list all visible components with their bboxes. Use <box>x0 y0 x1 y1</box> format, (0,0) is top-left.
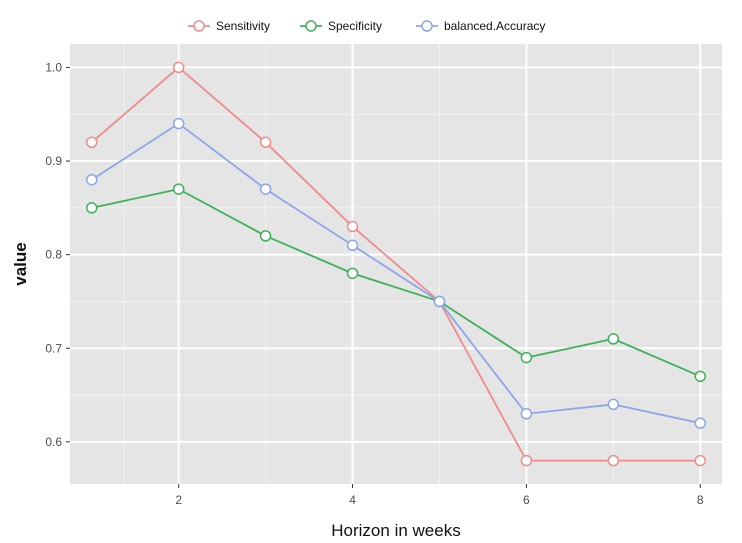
data-point-specificity <box>172 183 185 195</box>
data-point-sensitivity <box>346 220 359 233</box>
x-axis-title: Horizon in weeks <box>331 521 460 540</box>
x-tick-label: 4 <box>349 493 356 507</box>
x-tick-label: 2 <box>175 493 182 507</box>
legend-key-point <box>421 20 433 32</box>
data-point-balanced-accuracy <box>433 295 446 308</box>
legend-label: Specificity <box>328 19 382 33</box>
data-point-balanced-accuracy <box>172 117 185 130</box>
major-gridlines <box>70 44 722 484</box>
y-tick-label: 0.9 <box>45 154 62 168</box>
series-line-specificity <box>91 188 701 378</box>
data-point-specificity <box>694 370 707 383</box>
data-point-sensitivity <box>520 454 533 467</box>
data-point-sensitivity <box>694 454 707 467</box>
data-point-balanced-accuracy <box>520 408 533 420</box>
data-point-specificity <box>346 267 359 280</box>
series-points <box>85 61 707 467</box>
legend-key-point <box>305 20 317 32</box>
series-line-sensitivity <box>91 66 701 462</box>
y-tick-label: 0.6 <box>45 435 62 449</box>
data-point-balanced-accuracy <box>259 183 272 195</box>
x-tick-label: 6 <box>523 493 530 507</box>
legend-label: balanced.Accuracy <box>444 19 545 33</box>
y-tick-label: 0.8 <box>45 248 62 262</box>
data-point-sensitivity <box>172 61 185 74</box>
x-axis: 2 4 6 8 <box>175 484 704 507</box>
data-point-specificity <box>607 333 620 345</box>
data-point-specificity <box>85 202 98 214</box>
legend-key-point <box>193 20 205 32</box>
legend-item-sensitivity: Sensitivity <box>188 19 270 33</box>
data-point-sensitivity <box>259 136 272 149</box>
y-tick-label: 1.0 <box>45 60 62 74</box>
data-point-balanced-accuracy <box>346 239 359 252</box>
data-point-sensitivity <box>607 454 620 467</box>
series-line-balanced-accuracy <box>91 122 701 425</box>
y-axis-title: value <box>11 242 30 285</box>
legend-item-specificity: Specificity <box>300 19 382 33</box>
y-tick-label: 0.7 <box>45 341 62 355</box>
data-point-sensitivity <box>85 136 98 149</box>
legend: Sensitivity Specificity balanced.Accuracy <box>188 19 545 33</box>
data-point-balanced-accuracy <box>607 398 620 411</box>
y-axis: 0.6 0.7 0.8 0.9 1.0 <box>45 60 70 449</box>
x-tick-label: 8 <box>697 493 704 507</box>
legend-label: Sensitivity <box>216 19 270 33</box>
legend-item-balanced-accuracy: balanced.Accuracy <box>416 19 545 33</box>
data-point-specificity <box>520 351 533 364</box>
data-point-specificity <box>259 230 272 242</box>
series-lines <box>91 66 701 462</box>
data-point-balanced-accuracy <box>85 173 98 186</box>
data-point-balanced-accuracy <box>694 417 707 429</box>
